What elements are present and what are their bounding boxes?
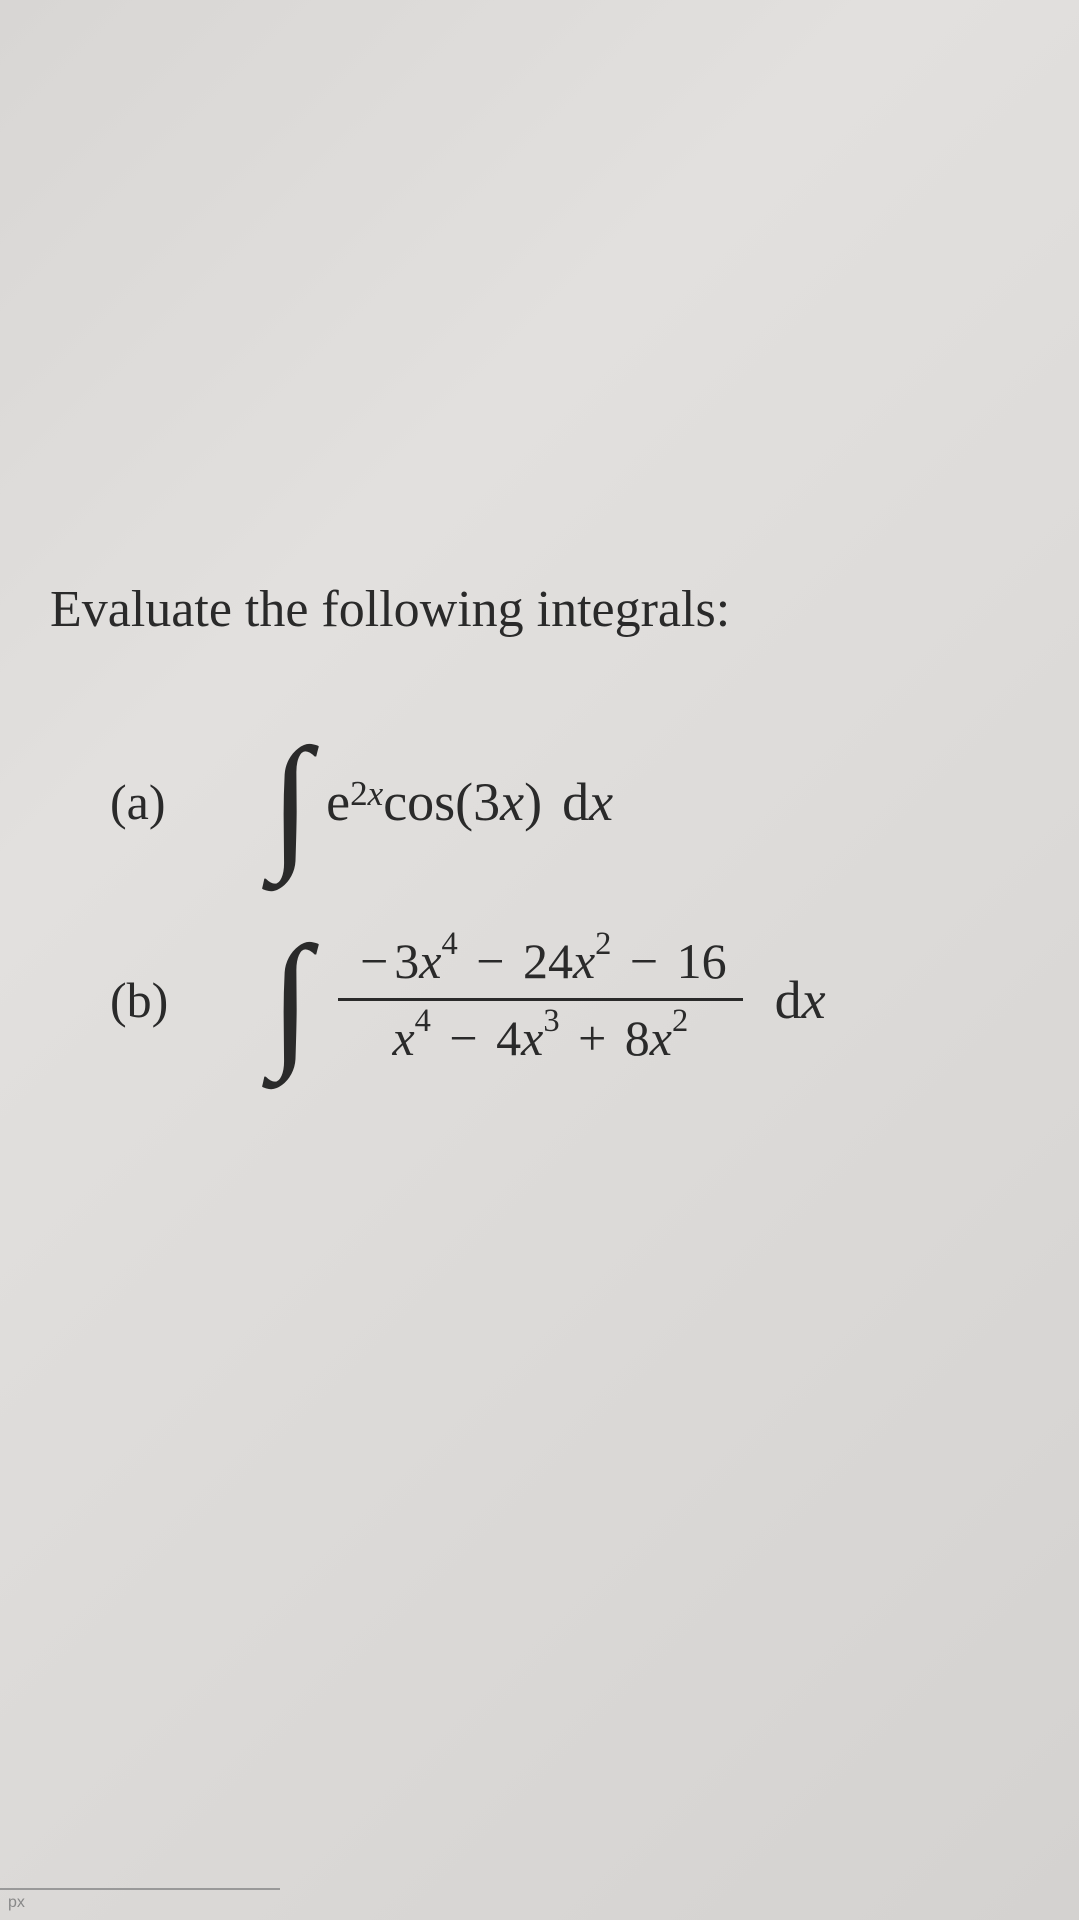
problem-a: (a) ∫ e2x cos(3x) dx xyxy=(50,749,1039,854)
bottom-bar xyxy=(0,1888,280,1890)
integral-b: ∫ −3x4 − 24x2 − 16 x4 − 4x3 + 8x2 dx xyxy=(270,924,826,1075)
heading: Evaluate the following integrals: xyxy=(50,580,1039,639)
fraction-b: −3x4 − 24x2 − 16 x4 − 4x3 + 8x2 xyxy=(338,924,743,1075)
dx-a: dx xyxy=(562,771,613,833)
bottom-label: px xyxy=(8,1894,25,1912)
problem-b: (b) ∫ −3x4 − 24x2 − 16 x4 − 4x3 + 8x2 dx xyxy=(50,924,1039,1075)
problem-b-label: (b) xyxy=(110,971,190,1029)
integral-sign-icon: ∫ xyxy=(270,947,311,1052)
integrand-b: −3x4 − 24x2 − 16 x4 − 4x3 + 8x2 xyxy=(326,924,755,1075)
document-content: Evaluate the following integrals: (a) ∫ … xyxy=(0,0,1079,1075)
problem-a-label: (a) xyxy=(110,773,190,831)
dx-b: dx xyxy=(775,969,826,1031)
integral-a: ∫ e2x cos(3x) dx xyxy=(270,749,613,854)
integral-sign-icon: ∫ xyxy=(270,749,311,854)
integrand-a: e2x cos(3x) xyxy=(326,771,542,833)
denominator-b: x4 − 4x3 + 8x2 xyxy=(376,1001,704,1075)
numerator-b: −3x4 − 24x2 − 16 xyxy=(338,924,743,998)
